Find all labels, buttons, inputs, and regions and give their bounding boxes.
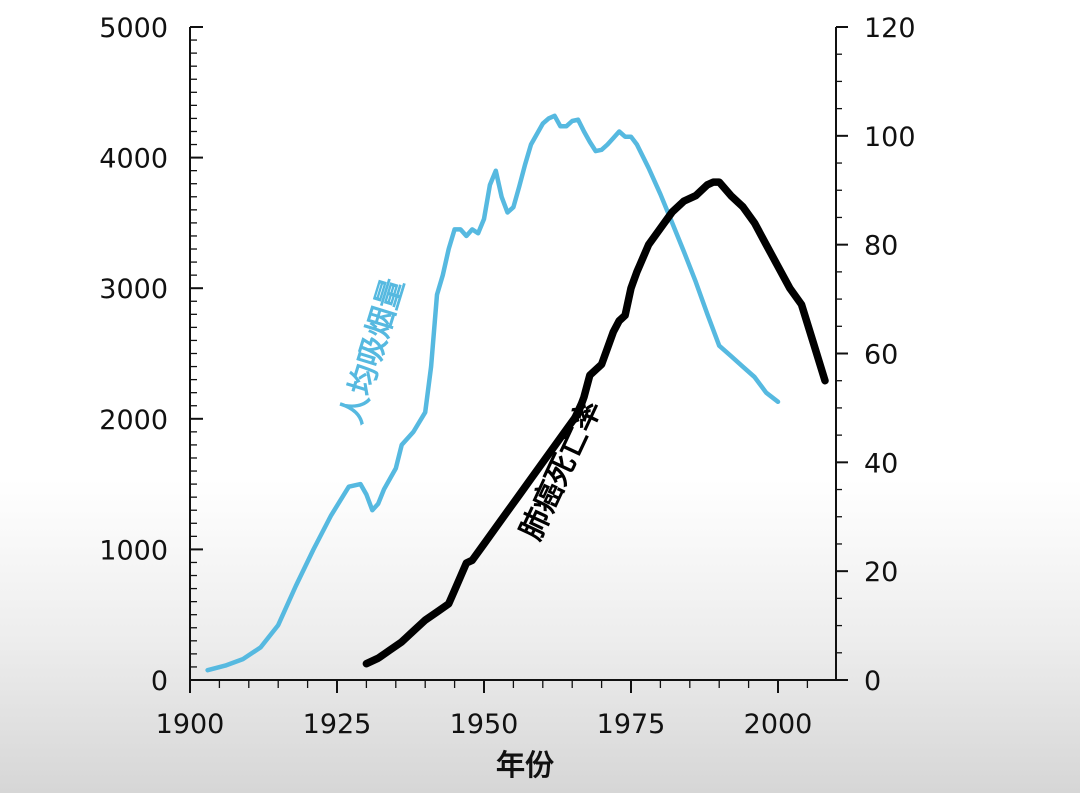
x-axis-label: 年份 <box>496 748 554 782</box>
axes: 0 1000 2000 3000 4000 5000 0 20 40 60 80 100 120 1900… <box>99 13 915 740</box>
y-left-tick-label: 1000 <box>99 535 168 566</box>
series-label-lung-cancer: 肺癌死亡率 <box>514 395 609 546</box>
y-left-tick-label: 4000 <box>99 144 168 175</box>
series-layer <box>205 113 829 673</box>
y-right-tick-label: 20 <box>864 557 898 588</box>
series-label-smoking: 人均吸烟量 <box>334 274 411 428</box>
y-right-tick-label: 60 <box>864 340 898 371</box>
x-tick-label: 2000 <box>744 709 813 740</box>
x-tick-label: 1925 <box>303 709 372 740</box>
y-right-tick-label: 100 <box>864 122 916 153</box>
series-line-lung-cancer <box>362 178 829 668</box>
labels-layer: 年份 人均吸烟量 肺癌死亡率 <box>334 274 609 782</box>
y-right-tick-label: 40 <box>864 448 898 479</box>
y-right-tick-label: 120 <box>864 13 916 44</box>
y-left-tick-label: 3000 <box>99 274 168 305</box>
y-right-tick-label: 80 <box>864 231 898 262</box>
x-tick-label: 1975 <box>597 709 666 740</box>
y-left-tick-label: 0 <box>151 666 168 697</box>
y-right-tick-label: 0 <box>864 666 881 697</box>
x-tick-label: 1950 <box>450 709 519 740</box>
x-tick-label: 1900 <box>156 709 225 740</box>
y-left-tick-label: 5000 <box>99 13 168 44</box>
series-line-smoking <box>205 113 781 673</box>
y-left-tick-label: 2000 <box>99 405 168 436</box>
